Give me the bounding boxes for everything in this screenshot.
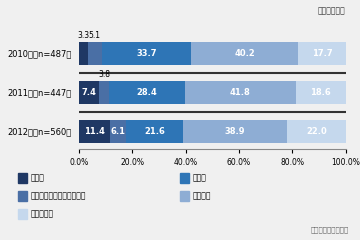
Text: 7.4: 7.4	[82, 88, 96, 97]
Bar	[109, 120, 126, 143]
Text: 21.6: 21.6	[144, 127, 165, 136]
Text: 11.4: 11.4	[84, 127, 105, 136]
Bar	[88, 42, 102, 65]
Text: 17.7: 17.7	[312, 49, 332, 58]
Text: 3.8: 3.8	[98, 70, 110, 79]
Bar	[183, 120, 287, 143]
Bar	[185, 81, 296, 104]
Text: 関心なし: 関心なし	[193, 191, 211, 200]
Text: 5.1: 5.1	[89, 31, 101, 40]
Text: 38.9: 38.9	[225, 127, 246, 136]
Text: 関心あり（情報収集段階）: 関心あり（情報収集段階）	[31, 191, 86, 200]
Text: 22.0: 22.0	[306, 127, 327, 136]
Bar	[126, 120, 183, 143]
Bar	[287, 120, 346, 143]
Bar	[79, 120, 109, 143]
Text: 41.8: 41.8	[230, 88, 251, 97]
Text: （単位：％）: （単位：％）	[318, 6, 346, 15]
Text: 3.3: 3.3	[77, 31, 90, 40]
Text: 33.7: 33.7	[136, 49, 157, 58]
Text: 28.4: 28.4	[136, 88, 157, 97]
Bar	[99, 81, 109, 104]
Bar	[79, 42, 88, 65]
Bar	[79, 81, 99, 104]
Text: 検討中: 検討中	[193, 173, 207, 182]
Text: 18.6: 18.6	[310, 88, 331, 97]
Text: 利用中: 利用中	[31, 173, 45, 182]
Text: 分からない: 分からない	[31, 209, 54, 218]
Bar	[296, 81, 346, 104]
Bar	[192, 42, 298, 65]
Bar	[109, 81, 185, 104]
Bar	[298, 42, 346, 65]
Text: 矢野経済研究所作成: 矢野経済研究所作成	[311, 226, 349, 233]
Bar	[102, 42, 192, 65]
Text: 40.2: 40.2	[234, 49, 255, 58]
Text: 6.1: 6.1	[110, 127, 125, 136]
